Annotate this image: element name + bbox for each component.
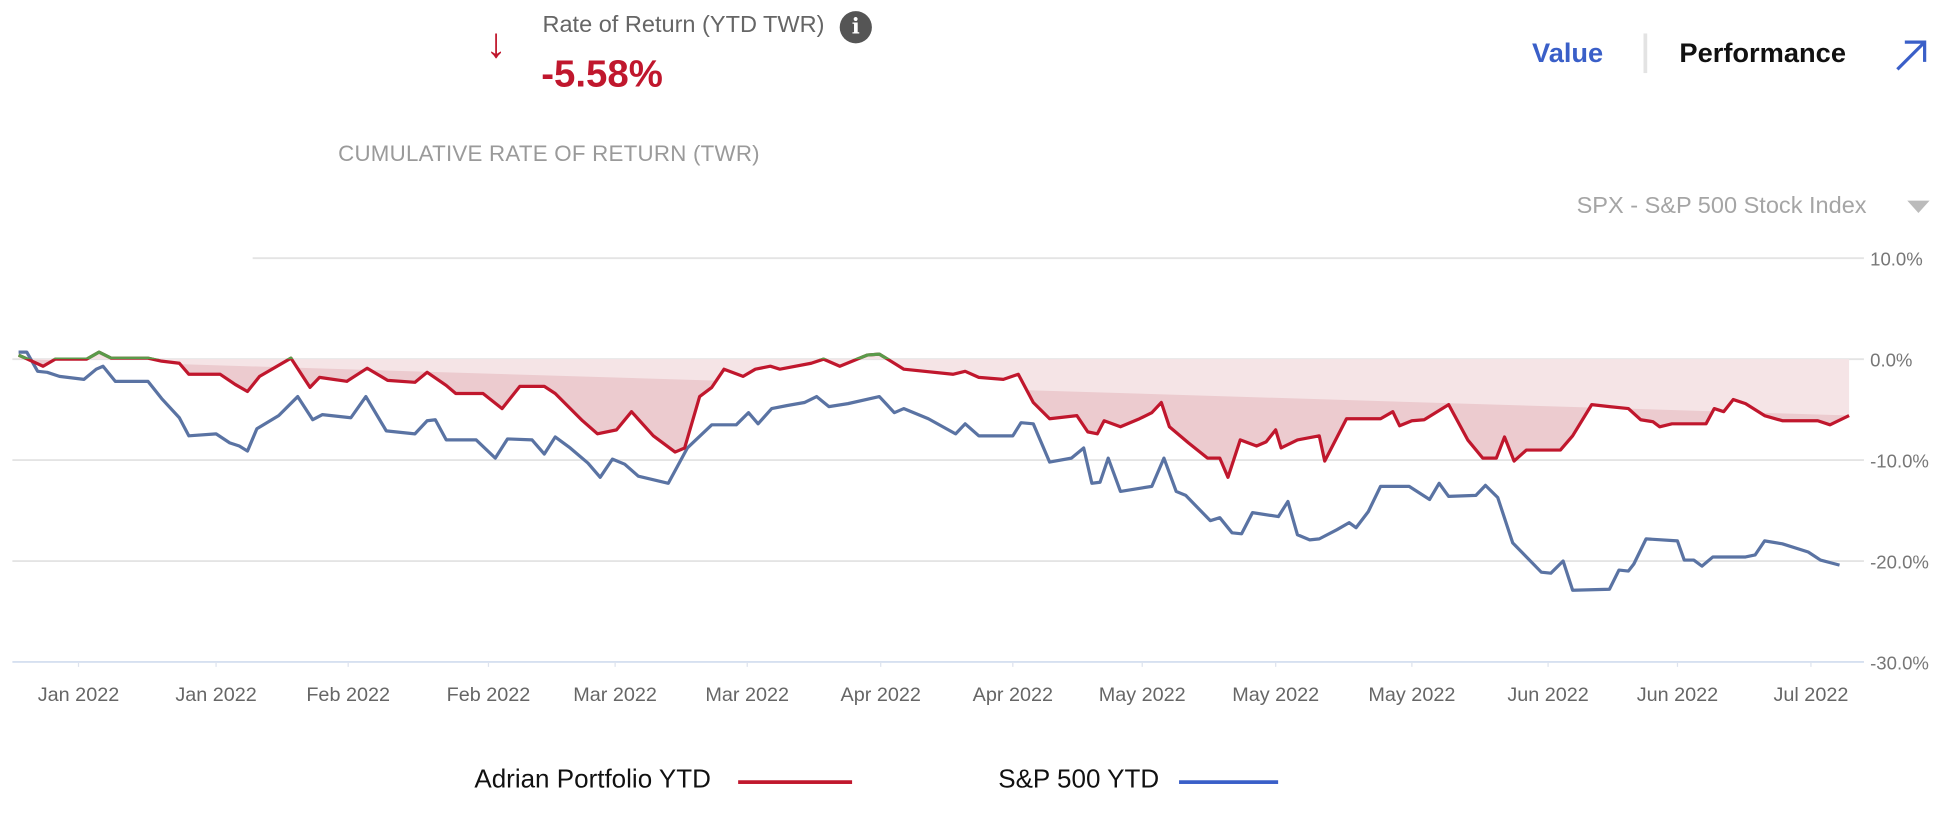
legend-swatch	[1179, 780, 1279, 785]
x-tick-label: Jun 2022	[1637, 684, 1718, 706]
tab-divider	[1643, 33, 1648, 74]
x-tick-label: May 2022	[1232, 684, 1319, 706]
legend-item-portfolio[interactable]: Adrian Portfolio YTD	[474, 765, 853, 795]
portfolio-line[interactable]	[17, 350, 1850, 479]
y-tick-label: -30.0%	[1870, 652, 1929, 673]
x-tick-label: May 2022	[1099, 684, 1186, 706]
x-tick-label: Jan 2022	[38, 684, 119, 706]
x-tick-label: Jul 2022	[1774, 684, 1849, 706]
x-tick-label: Feb 2022	[447, 684, 531, 706]
x-tick-label: Apr 2022	[973, 684, 1053, 706]
tab-performance[interactable]: Performance	[1679, 37, 1847, 69]
x-tick-label: Mar 2022	[705, 684, 789, 706]
benchmark-select[interactable]: SPX - S&P 500 Stock Index	[1576, 193, 1867, 220]
x-tick-label: Jun 2022	[1507, 684, 1588, 706]
chart-title: CUMULATIVE RATE OF RETURN (TWR)	[338, 141, 760, 166]
y-tick-label: 10.0%	[1870, 249, 1923, 270]
x-tick-label: May 2022	[1368, 684, 1455, 706]
legend-item-sp500[interactable]: S&P 500 YTD	[998, 765, 1279, 795]
down-arrow-icon: ↓	[485, 19, 507, 67]
x-tick-label: Apr 2022	[841, 684, 921, 706]
tab-value[interactable]: Value	[1532, 37, 1604, 69]
y-tick-label: 0.0%	[1870, 350, 1912, 371]
x-tick-label: Feb 2022	[306, 684, 390, 706]
performance-chart: 10.0% 0.0% -10.0% -20.0% -30.0% Jan 2022 Jan 2…	[12, 249, 1929, 706]
legend-label: Adrian Portfolio YTD	[474, 765, 711, 794]
info-icon[interactable]: i	[839, 11, 872, 44]
x-tick-label: Jan 2022	[175, 684, 256, 706]
y-tick-label: -10.0%	[1870, 451, 1929, 472]
legend-label: S&P 500 YTD	[998, 765, 1160, 794]
caret-down-icon[interactable]	[1907, 200, 1930, 214]
y-tick-label: -20.0%	[1870, 551, 1929, 572]
rate-of-return-value: -5.58%	[541, 52, 663, 96]
sp500-line[interactable]	[18, 350, 1840, 592]
rate-of-return-label: Rate of Return (YTD TWR)	[542, 12, 825, 39]
arrow-up-right-icon[interactable]	[1892, 37, 1929, 74]
legend-swatch	[738, 780, 853, 785]
x-tick-label: Mar 2022	[573, 684, 657, 706]
